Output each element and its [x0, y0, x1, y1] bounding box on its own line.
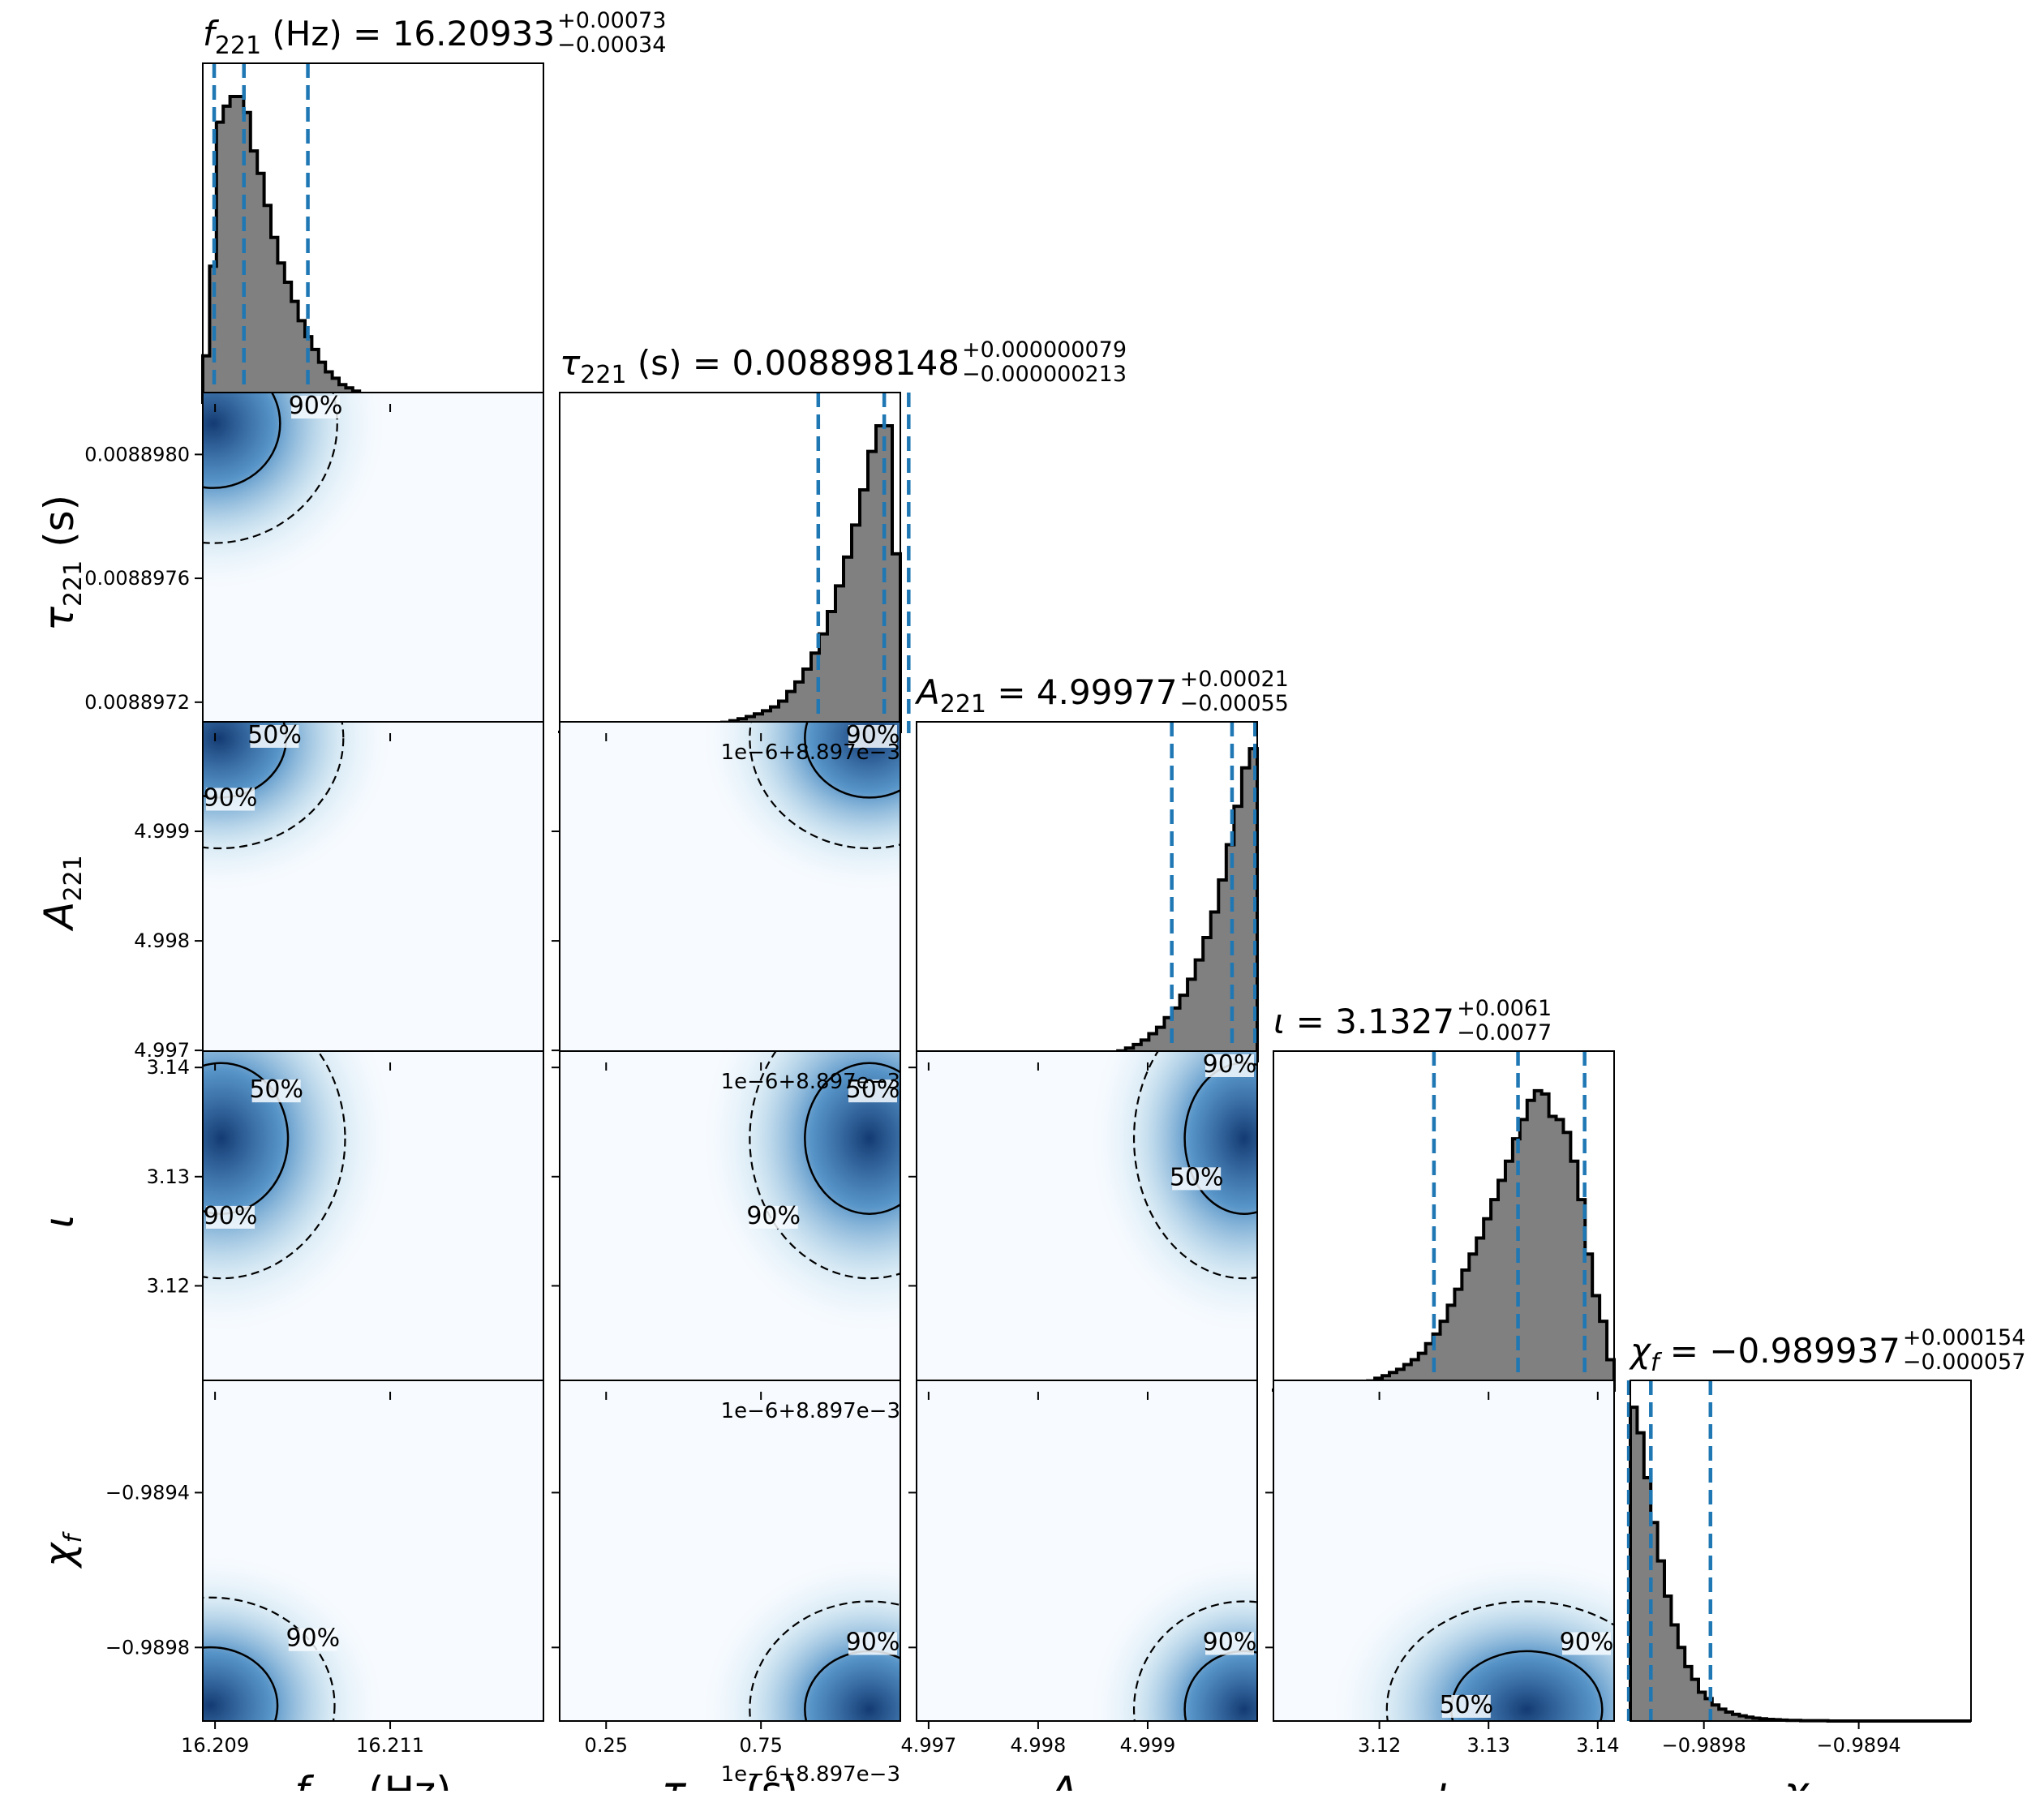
- contour-label: 50%: [247, 721, 302, 749]
- title-err-plus-iota: +0.0061: [1457, 996, 1552, 1021]
- x-tick-label: 4.999: [1120, 1734, 1176, 1757]
- y-axis-label-A: A221: [36, 855, 88, 931]
- hist-bar-iota: [1491, 1200, 1498, 1392]
- x-axis-label-chi: χf: [1782, 1768, 1821, 1791]
- contour-label: 90%: [1203, 1050, 1257, 1079]
- title-err-plus-A: +0.00021: [1180, 667, 1289, 692]
- x-axis-label-iota: ι: [1437, 1768, 1451, 1791]
- hist-bar-iota: [1563, 1132, 1570, 1392]
- panel-title-chi: χf = −0.989937: [1629, 1331, 1900, 1377]
- hist-bar-iota: [1549, 1116, 1557, 1392]
- hist-bar-f: [230, 97, 238, 404]
- title-err-plus-chi: +0.000154: [1903, 1325, 2025, 1350]
- title-err-minus-tau: −0.000000213: [962, 362, 1127, 387]
- title-err-minus-f: −0.00034: [557, 32, 666, 58]
- x-tick-label: 0.25: [585, 1734, 628, 1757]
- y-axis-label-tau: τ221 (s): [36, 495, 88, 631]
- axis-offset-label: 1e−6+8.897e−3: [721, 1399, 900, 1423]
- y-tick-label: 4.999: [134, 820, 190, 843]
- hist-bar-A: [1242, 768, 1250, 1062]
- contour-label: 90%: [286, 1624, 340, 1653]
- hist-bar-iota: [1527, 1101, 1535, 1392]
- y-axis-label-iota: ι: [36, 1215, 83, 1229]
- y-tick-label: 3.12: [147, 1274, 190, 1297]
- histogram-iota: [1273, 1091, 1615, 1392]
- contour-label: 90%: [1203, 1628, 1257, 1656]
- hist-bar-iota: [1535, 1091, 1542, 1392]
- axis-offset-label: 1e−6+8.897e−3: [721, 740, 900, 765]
- histogram-f: [203, 97, 543, 404]
- joint-panel-f-chi: [38, 1380, 543, 1791]
- histogram-A: [917, 749, 1258, 1062]
- x-tick-label: 16.209: [181, 1734, 249, 1757]
- hist-bar-iota: [1498, 1180, 1505, 1392]
- x-tick-label: 3.13: [1466, 1734, 1509, 1757]
- title-err-minus-chi: −0.000057: [1903, 1350, 2025, 1375]
- title-err-plus-tau: +0.000000079: [962, 337, 1127, 363]
- x-tick-label: 0.75: [739, 1734, 782, 1757]
- x-axis-label-A: A221: [1047, 1768, 1123, 1791]
- hist-bar-f: [257, 174, 264, 404]
- histogram-tau: [560, 426, 901, 733]
- contour-label: 90%: [204, 1202, 258, 1230]
- hist-bar-iota: [1513, 1139, 1520, 1392]
- y-tick-label: 3.14: [147, 1056, 190, 1079]
- y-tick-label: −0.9898: [105, 1636, 190, 1659]
- x-tick-label: 3.12: [1358, 1734, 1401, 1757]
- hist-bar-iota: [1484, 1219, 1491, 1392]
- hist-bar-f: [223, 106, 230, 404]
- panel-title-iota: ι = 3.1327: [1273, 1002, 1454, 1041]
- histogram-chi: [1630, 1407, 1971, 1721]
- axis-offset-label: 1e−6+8.897e−3: [721, 1070, 900, 1094]
- hist-bar-iota: [1476, 1238, 1484, 1392]
- contour-label: 50%: [249, 1075, 303, 1104]
- x-tick-label: 4.997: [900, 1734, 956, 1757]
- hist-bar-iota: [1469, 1254, 1476, 1392]
- panel-title-A: A221 = 4.99977: [914, 672, 1178, 719]
- y-tick-label: 3.13: [147, 1165, 190, 1188]
- x-tick-label: −0.9898: [1662, 1734, 1746, 1757]
- y-tick-label: 4.998: [134, 929, 190, 952]
- hist-bar-iota: [1557, 1119, 1564, 1392]
- x-tick-label: 3.14: [1576, 1734, 1619, 1757]
- contour-label: 90%: [846, 1628, 900, 1656]
- x-axis-label-f: f221 (Hz): [294, 1768, 452, 1791]
- x-tick-label: −0.9894: [1817, 1734, 1901, 1757]
- x-tick-label: 16.211: [356, 1734, 424, 1757]
- joint-panel-tau-A: [560, 585, 1036, 1062]
- hist-bar-tau: [868, 452, 877, 733]
- y-tick-label: −0.9894: [105, 1481, 190, 1504]
- title-err-minus-A: −0.00055: [1180, 691, 1289, 716]
- x-tick-label: 4.998: [1011, 1734, 1067, 1757]
- hist-bar-f: [277, 263, 285, 404]
- y-tick-label: 0.0088980: [84, 443, 190, 466]
- y-tick-label: 0.0088972: [84, 691, 190, 714]
- panel-title-tau: τ221 (s) = 0.008898148: [560, 343, 960, 389]
- contour-label: 90%: [1560, 1628, 1614, 1656]
- contour-label: 90%: [746, 1202, 801, 1230]
- y-axis-label-chi: χf: [36, 1530, 88, 1569]
- hist-bar-iota: [1505, 1161, 1513, 1392]
- contour-label: 90%: [204, 783, 258, 812]
- hist-bar-iota: [1542, 1094, 1549, 1392]
- title-err-minus-iota: −0.0077: [1457, 1020, 1552, 1045]
- hist-bar-iota: [1520, 1119, 1527, 1392]
- y-tick-label: 0.0088976: [84, 567, 190, 590]
- contour-label: 50%: [1439, 1691, 1493, 1719]
- panel-title-f: f221 (Hz) = 16.20933: [203, 14, 555, 60]
- contour-label: 50%: [1170, 1163, 1224, 1191]
- title-err-plus-f: +0.00073: [557, 8, 666, 33]
- hist-bar-f: [251, 151, 258, 404]
- contour-label: 90%: [289, 392, 343, 420]
